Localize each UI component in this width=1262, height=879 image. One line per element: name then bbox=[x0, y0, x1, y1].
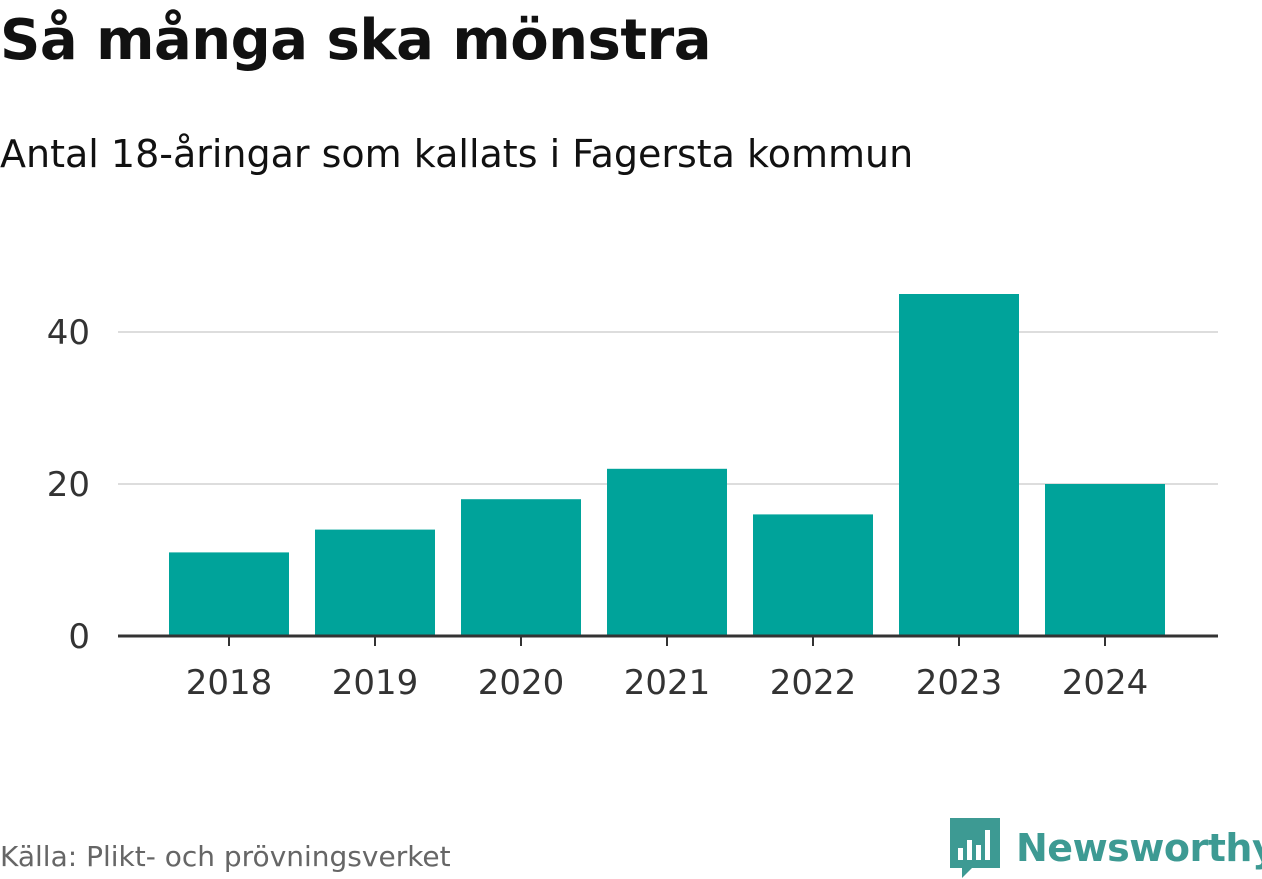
newsworthy-logo-icon bbox=[950, 818, 1000, 878]
y-tick-label: 40 bbox=[47, 313, 90, 353]
x-tick-label: 2020 bbox=[478, 663, 565, 703]
newsworthy-wordmark: Newsworthy bbox=[1016, 826, 1262, 870]
y-tick-label: 0 bbox=[68, 617, 90, 657]
x-tick-label: 2022 bbox=[770, 663, 857, 703]
bar-2021 bbox=[607, 468, 727, 636]
bar-2019 bbox=[315, 529, 435, 636]
gridlines bbox=[118, 331, 1218, 485]
x-tick-label: 2024 bbox=[1062, 663, 1149, 703]
source-note: Källa: Plikt- och prövningsverket bbox=[0, 840, 451, 873]
bar-2023 bbox=[899, 294, 1019, 636]
bar-2024 bbox=[1045, 484, 1165, 636]
x-axis-ticks: 2018 2019 2020 2021 2022 2023 2024 bbox=[186, 636, 1149, 703]
bar-2020 bbox=[461, 499, 581, 636]
y-tick-label: 20 bbox=[47, 465, 90, 505]
bar-2022 bbox=[753, 514, 873, 636]
x-tick-label: 2018 bbox=[186, 663, 273, 703]
chart-subtitle: Antal 18-åringar som kallats i Fagersta … bbox=[0, 132, 914, 176]
y-axis-ticks: 0 20 40 bbox=[47, 313, 90, 657]
bar-2018 bbox=[169, 552, 289, 636]
x-tick-label: 2019 bbox=[332, 663, 419, 703]
x-tick-label: 2023 bbox=[916, 663, 1003, 703]
chart-title: Så många ska mönstra bbox=[0, 8, 712, 73]
x-tick-label: 2021 bbox=[624, 663, 711, 703]
bars bbox=[169, 294, 1165, 636]
newsworthy-logo: Newsworthy bbox=[950, 818, 1262, 878]
